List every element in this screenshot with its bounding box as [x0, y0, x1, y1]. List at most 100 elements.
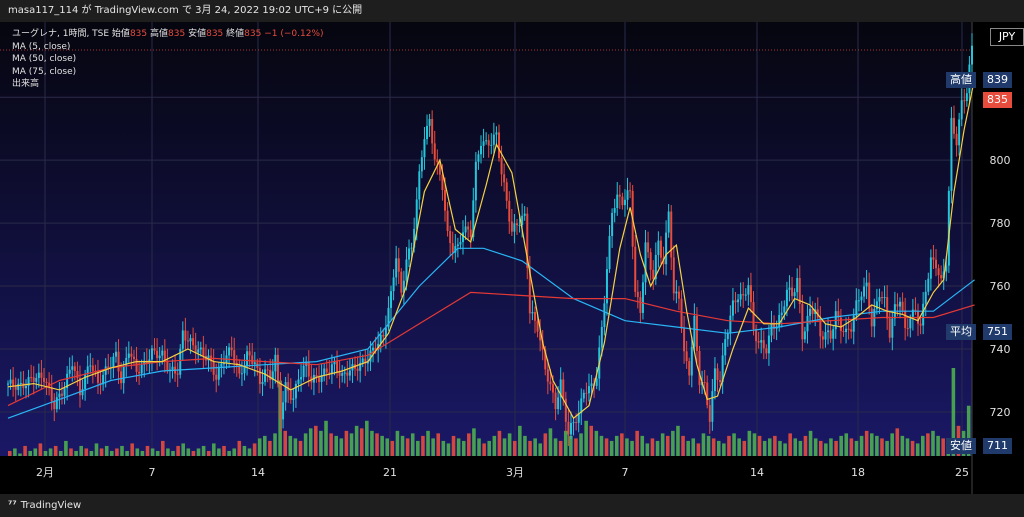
legend-ma75[interactable]: MA (75, close)	[12, 66, 77, 77]
candle-body	[721, 355, 724, 383]
volume-bar	[926, 433, 930, 456]
volume-bar	[206, 450, 211, 456]
currency-button[interactable]: JPY	[990, 28, 1024, 46]
volume-bar	[110, 450, 114, 456]
candle-body	[868, 282, 871, 309]
candle-body	[533, 312, 536, 321]
candle-body	[870, 308, 873, 327]
volume-bar	[793, 438, 798, 456]
candle-body	[909, 318, 912, 329]
candle-body	[238, 365, 241, 374]
candle-body	[559, 379, 562, 398]
volume-bar	[446, 443, 451, 456]
candle-body	[739, 294, 742, 300]
volume-bar	[191, 450, 196, 456]
volume-bar	[217, 448, 221, 456]
candle-body	[734, 300, 737, 303]
candle-body	[929, 257, 932, 279]
volume-bar	[732, 433, 736, 456]
candle-body	[629, 190, 632, 192]
candle-body	[922, 303, 925, 326]
volume-bar	[523, 435, 527, 456]
candle-body	[287, 382, 290, 391]
candle-body	[639, 297, 642, 313]
candle-body	[695, 315, 698, 351]
volume-bar	[74, 450, 78, 456]
volume-bar	[558, 440, 563, 456]
candle-body	[104, 366, 107, 375]
candle-body	[181, 330, 184, 349]
volume-bar	[33, 448, 38, 456]
volume-bar	[339, 438, 344, 456]
volume-bar	[421, 435, 425, 456]
volume-bar	[222, 445, 226, 456]
candle-body	[230, 347, 233, 351]
y-tick-label: 720	[990, 406, 1011, 419]
candle-body	[359, 362, 362, 371]
candle-body	[366, 361, 369, 364]
candle-body	[364, 358, 367, 364]
volume-bar	[609, 440, 614, 456]
candle-body	[266, 369, 269, 371]
candle-body	[86, 366, 89, 375]
candle-body	[626, 190, 629, 200]
candle-body	[670, 211, 673, 258]
volume-bar	[854, 440, 859, 456]
candle-body	[297, 379, 300, 384]
volume-bar	[706, 435, 711, 456]
candle-body	[685, 351, 688, 362]
candle-body	[369, 350, 372, 362]
candle-body	[464, 226, 467, 233]
candle-body	[279, 384, 282, 420]
candle-body	[472, 200, 475, 238]
candle-body	[613, 208, 616, 213]
volume-bar	[543, 433, 548, 456]
volume-bar	[64, 440, 68, 456]
legend-volume[interactable]: 出来高	[12, 79, 40, 89]
candle-body	[649, 252, 652, 270]
candle-body	[163, 350, 166, 361]
volume-bar	[783, 443, 787, 456]
candle-body	[554, 392, 557, 410]
volume-bar	[120, 445, 124, 456]
volume-bar	[803, 435, 808, 456]
candle-body	[477, 154, 480, 162]
candle-body	[441, 174, 444, 191]
volume-bar	[778, 440, 782, 456]
chart-frame[interactable]: 8208007807607407202月714213月7141825 ユーグレナ…	[0, 22, 1024, 494]
volume-bar	[640, 435, 645, 456]
candle-body	[641, 282, 644, 313]
candle-body	[233, 350, 236, 363]
candle-body	[446, 210, 449, 232]
legend-ma50[interactable]: MA (50, close)	[12, 54, 77, 64]
volume-bar	[818, 440, 823, 456]
volume-bar	[232, 448, 236, 456]
candle-body	[161, 350, 164, 356]
low-tag: 安値	[946, 438, 976, 454]
candle-body	[644, 242, 647, 283]
candle-body	[426, 125, 429, 140]
candle-body	[66, 373, 69, 389]
volume-bar	[589, 425, 594, 456]
candle-body	[248, 351, 251, 356]
candle-body	[9, 379, 12, 384]
volume-bar	[354, 425, 359, 456]
price-chart-svg[interactable]: 8208007807607407202月714213月7141825	[0, 22, 1024, 494]
candle-body	[803, 331, 806, 340]
candle-body	[575, 422, 578, 424]
volume-bar	[859, 435, 864, 456]
candle-body	[737, 299, 740, 303]
volume-bar	[681, 435, 685, 456]
candle-body	[616, 194, 619, 209]
candle-body	[937, 268, 940, 276]
close-value: 835	[244, 29, 262, 39]
symbol-line: ユーグレナ, 1時間, TSE 始値835 高値835 安値835 終値835 …	[12, 28, 324, 41]
candle-body	[693, 315, 696, 347]
candle-body	[379, 334, 382, 344]
volume-bar	[808, 430, 813, 456]
legend-ma5[interactable]: MA (5, close)	[12, 41, 71, 52]
volume-bar	[722, 443, 726, 456]
x-tick-label: 7	[149, 466, 156, 479]
candle-body	[390, 291, 393, 308]
volume-bar	[579, 433, 583, 456]
